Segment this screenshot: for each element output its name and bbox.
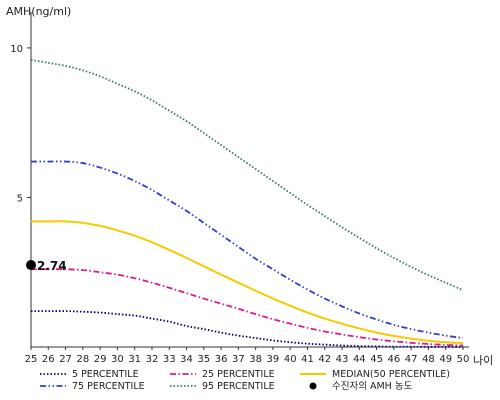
x-tick-label: 43 — [336, 354, 349, 365]
x-tick-label: 39 — [267, 354, 280, 365]
x-tick-label: 40 — [284, 354, 297, 365]
x-tick-label: 50 — [457, 354, 470, 365]
x-tick-label: 45 — [370, 354, 383, 365]
series-line-4 — [30, 160, 464, 339]
x-tick-label: 44 — [353, 354, 366, 365]
legend-label-4: 75 PERCENTILE — [72, 381, 145, 392]
x-tick-label: 33 — [163, 354, 176, 365]
series-line-5 — [30, 58, 464, 291]
y-tick-label: 5 — [17, 193, 23, 204]
x-tick-label: 48 — [422, 354, 435, 365]
x-tick-label: 46 — [388, 354, 401, 365]
x-tick-label: 25 — [25, 354, 38, 365]
x-tick-label: 28 — [76, 354, 89, 365]
series-line-2 — [31, 268, 464, 347]
x-tick-label: 41 — [301, 354, 314, 365]
x-axis-title: 나이 — [473, 354, 493, 367]
legend: 5 PERCENTILE 25 PERCENTILE MEDIAN(50 PERCE… — [40, 369, 450, 392]
x-tick-label: 47 — [405, 354, 418, 365]
legend-label-patient: 수진자의 AMH 농도 — [332, 381, 413, 392]
x-tick-label: 26 — [42, 354, 55, 365]
x-tick-label: 27 — [59, 354, 72, 365]
x-tick-label: 37 — [232, 354, 245, 365]
x-tick-label: 49 — [439, 354, 452, 365]
x-tick-label: 34 — [180, 354, 193, 365]
x-tick-label: 38 — [249, 354, 262, 365]
x-tick-label: 35 — [197, 354, 210, 365]
legend-label-1: 5 PERCENTILE — [72, 369, 139, 380]
x-tick-label: 29 — [94, 354, 107, 365]
x-tick-label: 30 — [111, 354, 124, 365]
series-line-3 — [31, 220, 464, 345]
x-tick-label: 31 — [128, 354, 141, 365]
series-layer — [30, 58, 464, 348]
patient-layer: 2.74 — [26, 259, 67, 273]
series-line-1 — [31, 310, 464, 348]
x-tick-label: 32 — [146, 354, 159, 365]
patient-point — [26, 260, 36, 271]
legend-label-3: MEDIAN(50 PERCENTILE) — [332, 369, 450, 380]
legend-label-5: 95 PERCENTILE — [202, 381, 275, 392]
x-tick-label: 42 — [318, 354, 331, 365]
patient-value-label: 2.74 — [37, 259, 67, 273]
x-tick-label: 36 — [215, 354, 228, 365]
legend-label-2: 25 PERCENTILE — [202, 369, 275, 380]
axes: 5 10 25 26 27 28 29 30 31 32 33 34 35 36 37 38 39 40 41 42 4… — [10, 12, 469, 365]
y-tick-label: 10 — [10, 44, 23, 55]
y-axis-title: AMH(ng/ml) — [6, 5, 71, 18]
legend-swatch-patient — [309, 382, 317, 390]
